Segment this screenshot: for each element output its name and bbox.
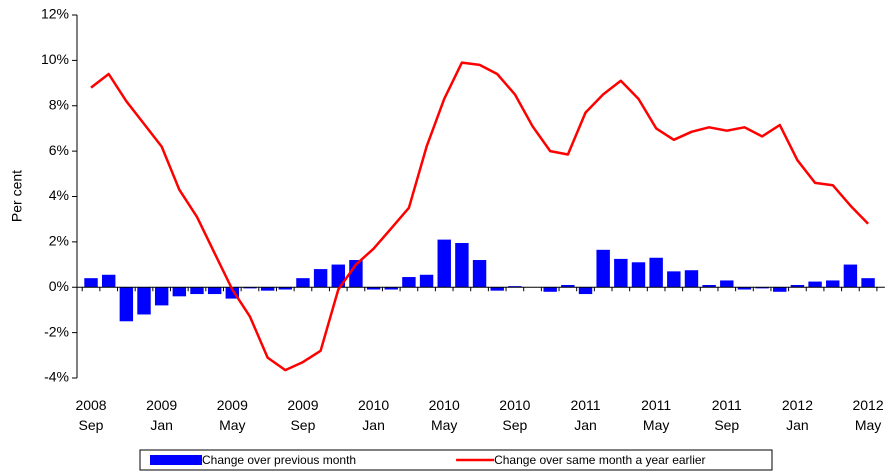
bar (702, 284, 716, 288)
x-tick-label: 2009 Sep (287, 397, 319, 433)
bar (101, 274, 116, 288)
bar (260, 287, 275, 291)
bar (578, 287, 593, 295)
bar (349, 260, 363, 288)
y-tick-label: 12% (41, 6, 69, 22)
bar (596, 249, 610, 288)
bar (207, 287, 222, 295)
bar (419, 274, 434, 288)
bar (190, 287, 204, 295)
bar (84, 278, 98, 288)
bar (543, 287, 557, 292)
y-tick-label: -2% (44, 323, 69, 339)
bar (755, 287, 769, 289)
y-tick-label: 6% (49, 142, 69, 158)
bar (508, 286, 522, 288)
bar (861, 278, 875, 288)
legend-label: Change over same month a year earlier (494, 453, 705, 467)
bar (331, 264, 345, 288)
bar (631, 262, 646, 288)
x-tick-label: 2011 Jan (570, 397, 601, 433)
bar (313, 269, 328, 288)
legend-swatch (150, 455, 202, 465)
bar (561, 284, 575, 288)
x-tick-label: 2009 May (216, 397, 248, 433)
y-axis-title: Per cent (9, 170, 25, 222)
bar (278, 287, 293, 290)
bar (225, 287, 240, 299)
bar (667, 271, 681, 288)
bar (843, 264, 858, 288)
bar (773, 287, 787, 292)
bar (472, 260, 487, 288)
y-tick-label: 0% (49, 278, 69, 294)
bar (737, 287, 752, 290)
bar (296, 278, 310, 288)
bar (826, 280, 840, 288)
x-tick-label: 2011 May (641, 397, 672, 433)
bar (154, 287, 169, 306)
x-tick-label: 2011 Sep (711, 397, 742, 433)
bar (437, 239, 451, 288)
bar (649, 257, 663, 288)
x-tick-label: 2009 Jan (146, 397, 178, 433)
bar (614, 258, 628, 288)
legend-box (139, 449, 773, 471)
y-tick-label: 8% (49, 96, 69, 112)
bar (366, 287, 381, 290)
bar (790, 284, 805, 288)
bar (119, 287, 134, 322)
bar (490, 287, 504, 291)
bar (172, 287, 187, 297)
bar (243, 287, 257, 289)
bar (455, 243, 469, 288)
x-tick-label: 2012 Jan (781, 397, 813, 433)
y-tick-label: 4% (49, 187, 69, 203)
x-tick-label: 2010 Jan (358, 397, 390, 433)
line-series (90, 61, 869, 372)
y-tick-label: 10% (41, 51, 69, 67)
x-tick-label: 2008 Sep (75, 397, 107, 433)
x-tick-label: 2010 Sep (499, 397, 531, 433)
bar (720, 280, 734, 288)
bar (384, 287, 398, 290)
x-tick-label: 2010 May (428, 397, 460, 433)
x-tick-label: 2012 May (852, 397, 884, 433)
bar (137, 287, 151, 315)
y-tick-label: -4% (44, 369, 69, 385)
bar (402, 277, 416, 288)
y-tick-label: 2% (49, 233, 69, 249)
bar (684, 270, 699, 288)
bar (808, 281, 822, 288)
legend-label: Change over previous month (202, 453, 356, 467)
